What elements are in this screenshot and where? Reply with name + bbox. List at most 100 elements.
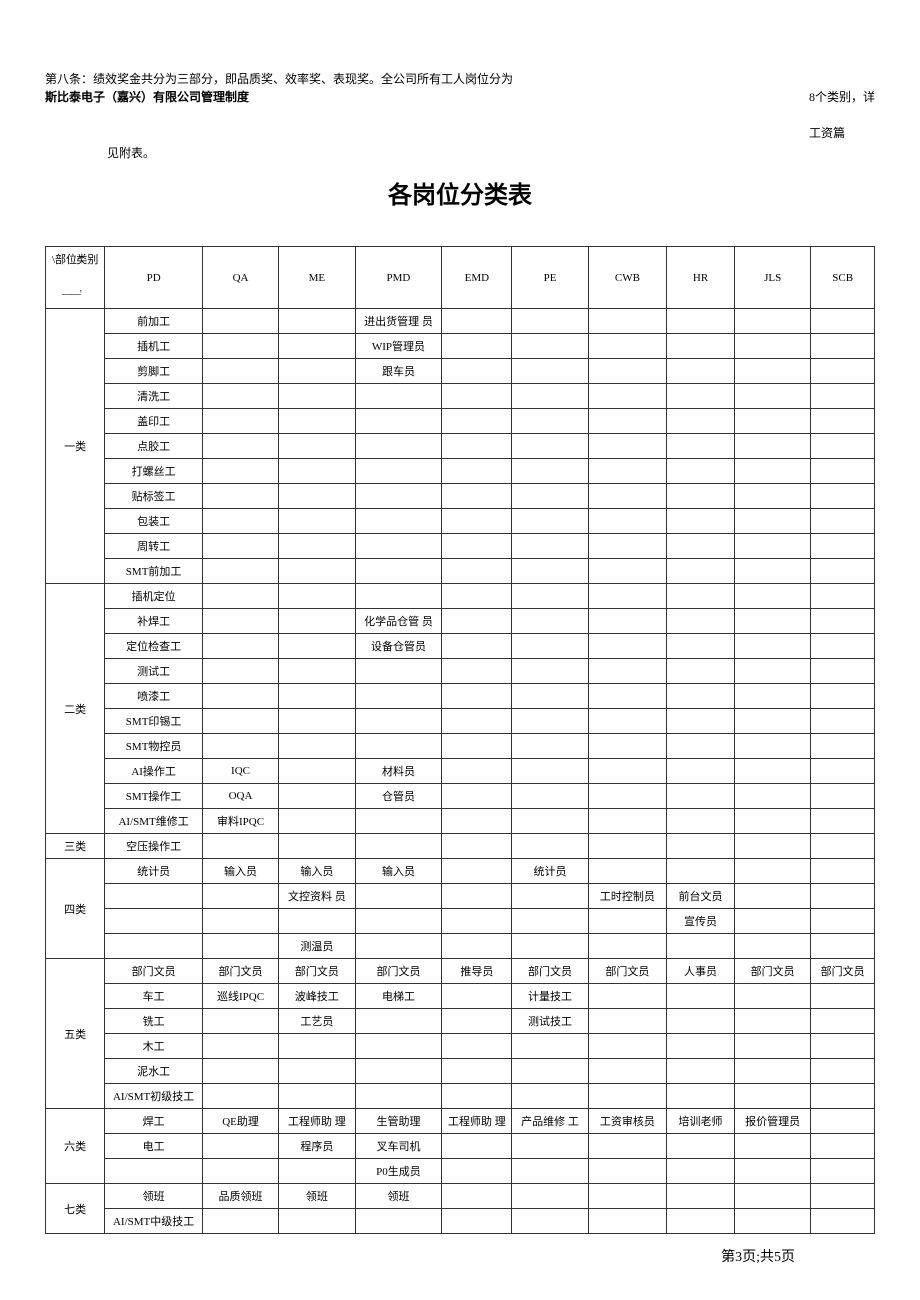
cell: AI操作工 [105, 759, 203, 784]
cell: QE助理 [202, 1109, 278, 1134]
col-me: ME [279, 247, 355, 309]
table-row: SMT印锡工 [46, 709, 875, 734]
table-row: AI/SMT初级技工 [46, 1084, 875, 1109]
cell: 电梯工 [355, 984, 442, 1009]
cell: 测试技工 [512, 1009, 588, 1034]
table-row: 电工程序员叉车司机 [46, 1134, 875, 1159]
cell: 培训老师 [667, 1109, 735, 1134]
table-row: 插机工WIP管理员 [46, 334, 875, 359]
diag-dash: ——' [62, 289, 81, 300]
page-title: 各岗位分类表 [45, 175, 875, 210]
cell: 化学品仓管 员 [355, 609, 442, 634]
table-row: 清洗工 [46, 384, 875, 409]
table-row: 贴标签工 [46, 484, 875, 509]
cell: 部门文员 [105, 959, 203, 984]
cell: 贴标签工 [105, 484, 203, 509]
table-row: 三类 空压操作工 [46, 834, 875, 859]
cell: 剪脚工 [105, 359, 203, 384]
cell: 设备仓管员 [355, 634, 442, 659]
cell: 生管助理 [355, 1109, 442, 1134]
cell: 工时控制员 [588, 884, 666, 909]
table-row: 车工巡线IPQC波峰技工电梯工计量技工 [46, 984, 875, 1009]
cell: 宣传员 [667, 909, 735, 934]
diagonal-header: \部位^ 类别 ——' [46, 247, 105, 309]
cell [202, 584, 278, 609]
table-row: 剪脚工 跟车员 [46, 359, 875, 384]
cell: 木工 [105, 1034, 203, 1059]
cell: 测温员 [279, 934, 355, 959]
cell: 产品维修 工 [512, 1109, 588, 1134]
table-row: 五类 部门文员 部门文员 部门文员 部门文员 推导员 部门文员 部门文员 人事员… [46, 959, 875, 984]
table-row: 周转工 [46, 534, 875, 559]
cell: 仓管员 [355, 784, 442, 809]
cell: 统计员 [105, 859, 203, 884]
cell: 包装工 [105, 509, 203, 534]
table-row: 打螺丝工 [46, 459, 875, 484]
cat-5: 五类 [46, 959, 105, 1109]
cell: 前台文员 [667, 884, 735, 909]
cell: AI/SMT初级技工 [105, 1084, 203, 1109]
cell: 泥水工 [105, 1059, 203, 1084]
cell: P0生成员 [355, 1159, 442, 1184]
company-name: 斯比泰电子（嘉兴）有限公司管理制度 [45, 90, 249, 104]
cell: 测试工 [105, 659, 203, 684]
table-row: 木工 [46, 1034, 875, 1059]
cell: 部门文员 [811, 959, 875, 984]
cell [355, 809, 442, 834]
col-qa: QA [202, 247, 278, 309]
cat-4: 四类 [46, 859, 105, 959]
cell: 推导员 [442, 959, 512, 984]
cell: 工资审核员 [588, 1109, 666, 1134]
cell: 喷漆工 [105, 684, 203, 709]
table-row: SMT物控员 [46, 734, 875, 759]
cell: 审料IPQC [202, 809, 278, 834]
table-row: P0生成员 [46, 1159, 875, 1184]
cat-6: 六类 [46, 1109, 105, 1184]
cell [202, 659, 278, 684]
table-row: 测试工 [46, 659, 875, 684]
table-row: 一类 前加工 进出货管理 员 [46, 309, 875, 334]
cell: 跟车员 [355, 359, 442, 384]
cell: 车工 [105, 984, 203, 1009]
cell [355, 709, 442, 734]
table-row: 四类 统计员 输入员 输入员 输入员 统计员 [46, 859, 875, 884]
cell: 统计员 [512, 859, 588, 884]
cell: IQC [202, 759, 278, 784]
cell: 补焊工 [105, 609, 203, 634]
cell: 定位检查工 [105, 634, 203, 659]
cell: 输入员 [355, 859, 442, 884]
cell: 部门文员 [588, 959, 666, 984]
article-text: 第八条：绩效奖金共分为三部分，即品质奖、效率奖、表现奖。全公司所有工人岗位分为 [45, 72, 513, 86]
cell: 部门文员 [734, 959, 810, 984]
cell [355, 659, 442, 684]
page-footer: 第3页;共5页 [45, 1246, 875, 1266]
cat-7: 七类 [46, 1184, 105, 1234]
cell: 进出货管理 员 [355, 309, 442, 334]
table-row: SMT前加工 [46, 559, 875, 584]
header-left: 第八条：绩效奖金共分为三部分，即品质奖、效率奖、表现奖。全公司所有工人岗位分为 … [45, 70, 513, 106]
table-row: AI/SMT维修工审料IPQC [46, 809, 875, 834]
cell [355, 584, 442, 609]
table-row: 定位检查工 设备仓管员 [46, 634, 875, 659]
cell: 部门文员 [279, 959, 355, 984]
header-row: \部位^ 类别 ——' PD QA ME PMD EMD PE CWB HR J… [46, 247, 875, 309]
cell: 部门文员 [512, 959, 588, 984]
cell: 文控资料 员 [279, 884, 355, 909]
table-row: AI操作工IQC材料员 [46, 759, 875, 784]
col-pe: PE [512, 247, 588, 309]
table-row: 六类 焊工 QE助理 工程师助 理 生管助理 工程师助 理 产品维修 工 工资审… [46, 1109, 875, 1134]
table-row: 文控资料 员 工时控制员前台文员 [46, 884, 875, 909]
header-right: 8个类别，详 工资篇 [809, 70, 875, 142]
table-row: 泥水工 [46, 1059, 875, 1084]
cell: 输入员 [202, 859, 278, 884]
cell: AI/SMT中级技工 [105, 1209, 203, 1234]
table-row: 二类 插机定位 [46, 584, 875, 609]
col-pd: PD [105, 247, 203, 309]
cell: 空压操作工 [105, 834, 203, 859]
table-row: 七类 领班 品质领班 领班 领班 [46, 1184, 875, 1209]
table-row: AI/SMT中级技工 [46, 1209, 875, 1234]
cell: 清洗工 [105, 384, 203, 409]
cell: 品质领班 [202, 1184, 278, 1209]
cell [355, 734, 442, 759]
cell: SMT印锡工 [105, 709, 203, 734]
